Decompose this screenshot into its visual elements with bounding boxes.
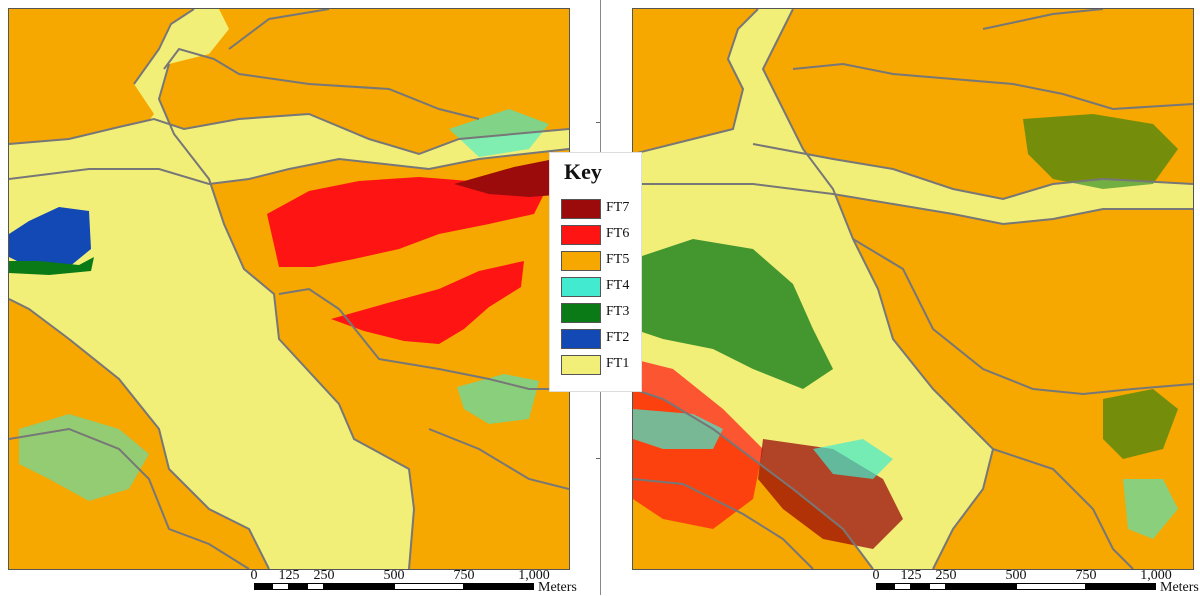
legend: Key FT7 FT6 FT5 FT4 FT3 FT2 FT1 <box>549 152 642 392</box>
scale-tick-250: 250 <box>935 568 957 583</box>
scale-segment <box>394 583 464 590</box>
scale-units: Meters <box>1160 580 1199 595</box>
ft4-scatter <box>449 109 549 157</box>
ft4-scatter <box>813 439 893 479</box>
scale-segment <box>324 583 394 590</box>
scale-segment <box>1016 583 1086 590</box>
left-map <box>8 8 570 570</box>
scale-segment <box>929 583 946 590</box>
scale-segment <box>254 583 272 590</box>
scale-segment <box>946 583 1016 590</box>
ft7-swatch <box>561 199 601 219</box>
ft1-swatch <box>561 355 601 375</box>
scale-tick-125: 125 <box>278 568 300 583</box>
scale-segment <box>911 583 929 590</box>
scale-tick-125: 125 <box>900 568 922 583</box>
ft4-label: FT4 <box>606 278 630 293</box>
ft4-scatter <box>1123 479 1178 539</box>
right-map <box>632 8 1194 570</box>
ft2-region <box>9 207 91 267</box>
boundary-lines <box>633 9 1193 569</box>
ft7-label: FT7 <box>606 200 630 215</box>
scale-tick-1000: 1,000 <box>1140 568 1172 583</box>
ft2-swatch <box>561 329 601 349</box>
ft1-river-band <box>633 144 1193 224</box>
scale-tick-750: 750 <box>1075 568 1097 583</box>
ft5-swatch <box>561 251 601 271</box>
ft4-scatter <box>19 414 149 501</box>
ft7-region <box>758 439 903 549</box>
legend-item-ft2: FT2 <box>561 328 641 350</box>
scale-segment <box>894 583 911 590</box>
legend-item-ft3: FT3 <box>561 302 641 324</box>
ft3-swatch <box>561 303 601 323</box>
frame-tick <box>596 122 600 123</box>
ft6-region <box>331 261 524 344</box>
scale-tick-250: 250 <box>313 568 335 583</box>
ft3-scatter <box>1103 389 1178 459</box>
ft6-label: FT6 <box>606 226 630 241</box>
ft3-region <box>633 239 833 389</box>
ft4-scatter <box>633 409 723 449</box>
scale-tick-500: 500 <box>383 568 405 583</box>
scale-tick-0: 0 <box>872 568 880 583</box>
ft6-swatch <box>561 225 601 245</box>
legend-item-ft5: FT5 <box>561 250 641 272</box>
scale-segment <box>289 583 307 590</box>
ft1-river-band <box>9 114 569 184</box>
ft3-label: FT3 <box>606 304 630 319</box>
boundary-lines <box>9 9 569 569</box>
scale-segment <box>307 583 324 590</box>
ft6-region <box>267 177 544 267</box>
scale-tick-0: 0 <box>250 568 258 583</box>
ft4-swatch <box>561 277 601 297</box>
ft5-patch <box>429 429 569 569</box>
scale-bar-right: 0 125 250 500 750 1,000 Meters <box>868 568 1200 595</box>
scale-segment <box>272 583 289 590</box>
ft3-scatter <box>1023 114 1178 189</box>
scale-tick-1000: 1,000 <box>518 568 550 583</box>
legend-item-ft7: FT7 <box>561 198 641 220</box>
ft7-region <box>454 159 569 197</box>
legend-item-ft4: FT4 <box>561 276 641 298</box>
ft1-label: FT1 <box>606 356 630 371</box>
legend-item-ft6: FT6 <box>561 224 641 246</box>
scale-segment <box>464 583 534 590</box>
scale-units: Meters <box>538 580 577 595</box>
scale-segment <box>1086 583 1156 590</box>
scale-segment <box>876 583 894 590</box>
ft1-patch <box>139 249 219 329</box>
frame-tick <box>596 458 600 459</box>
ft5-label: FT5 <box>606 252 630 267</box>
ft2-label: FT2 <box>606 330 630 345</box>
scale-tick-500: 500 <box>1005 568 1027 583</box>
ft3-region <box>9 257 94 275</box>
legend-item-ft1: FT1 <box>561 354 641 376</box>
legend-title: Key <box>564 159 602 184</box>
scale-bar-left: 0 125 250 500 750 1,000 Meters <box>246 568 596 595</box>
scale-tick-750: 750 <box>453 568 475 583</box>
